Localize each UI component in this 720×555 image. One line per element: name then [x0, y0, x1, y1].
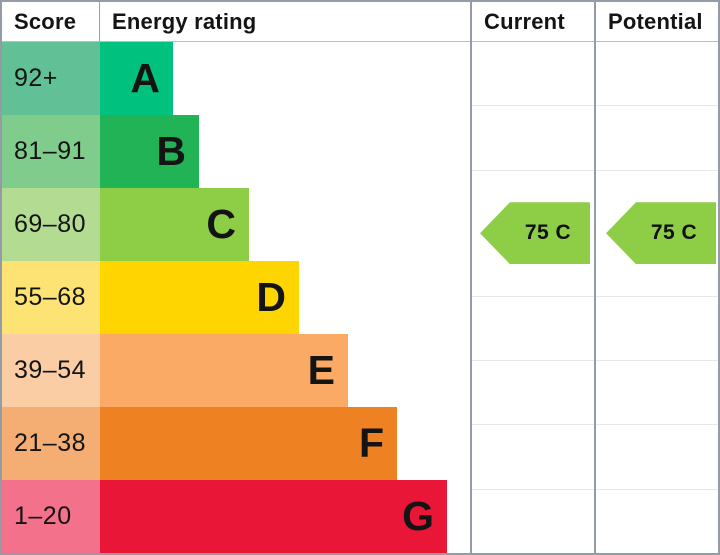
rating-row: D [100, 261, 470, 334]
score-cell: 69–80 [2, 188, 100, 261]
potential-column: Potential 75 C [594, 2, 718, 553]
rating-row: C [100, 188, 470, 261]
current-cell: 75 C [472, 170, 594, 297]
rating-row: G [100, 480, 470, 553]
current-cell [472, 106, 594, 171]
score-cell: 1–20 [2, 480, 100, 553]
current-cell [472, 425, 594, 490]
potential-rating-arrow: 75 C [606, 202, 716, 265]
score-cell: 21–38 [2, 407, 100, 480]
potential-cell [596, 361, 718, 426]
energy-rating-column: Energy rating A B C D E F G [100, 2, 470, 553]
rating-bar: B [100, 115, 199, 188]
rating-row: A [100, 42, 470, 115]
potential-cell [596, 425, 718, 490]
rating-bar: G [100, 480, 447, 553]
current-cell [472, 489, 594, 553]
current-rating-arrow: 75 C [480, 202, 590, 265]
score-column: Score 92+ 81–91 69–80 55–68 39–54 21–38 … [2, 2, 100, 553]
rating-bar: E [100, 334, 348, 407]
potential-cell [596, 106, 718, 171]
score-header: Score [2, 2, 100, 42]
rating-bar: D [100, 261, 299, 334]
potential-cell [596, 296, 718, 362]
rating-row: B [100, 115, 470, 188]
score-cell: 39–54 [2, 334, 100, 407]
rating-bar: F [100, 407, 397, 480]
score-cell: 55–68 [2, 261, 100, 334]
score-cell: 81–91 [2, 115, 100, 188]
rating-bar: C [100, 188, 249, 261]
score-cell: 92+ [2, 42, 100, 115]
current-cell [472, 296, 594, 362]
potential-header: Potential [596, 2, 718, 42]
rating-row: E [100, 334, 470, 407]
current-cell [472, 361, 594, 426]
current-header: Current [472, 2, 594, 42]
energy-rating-header: Energy rating [100, 2, 470, 42]
rating-bar: A [100, 42, 173, 115]
potential-cell [596, 42, 718, 107]
rating-row: F [100, 407, 470, 480]
potential-cell [596, 489, 718, 553]
current-column: Current 75 C [470, 2, 594, 553]
potential-cell: 75 C [596, 170, 718, 297]
current-cell [472, 42, 594, 107]
